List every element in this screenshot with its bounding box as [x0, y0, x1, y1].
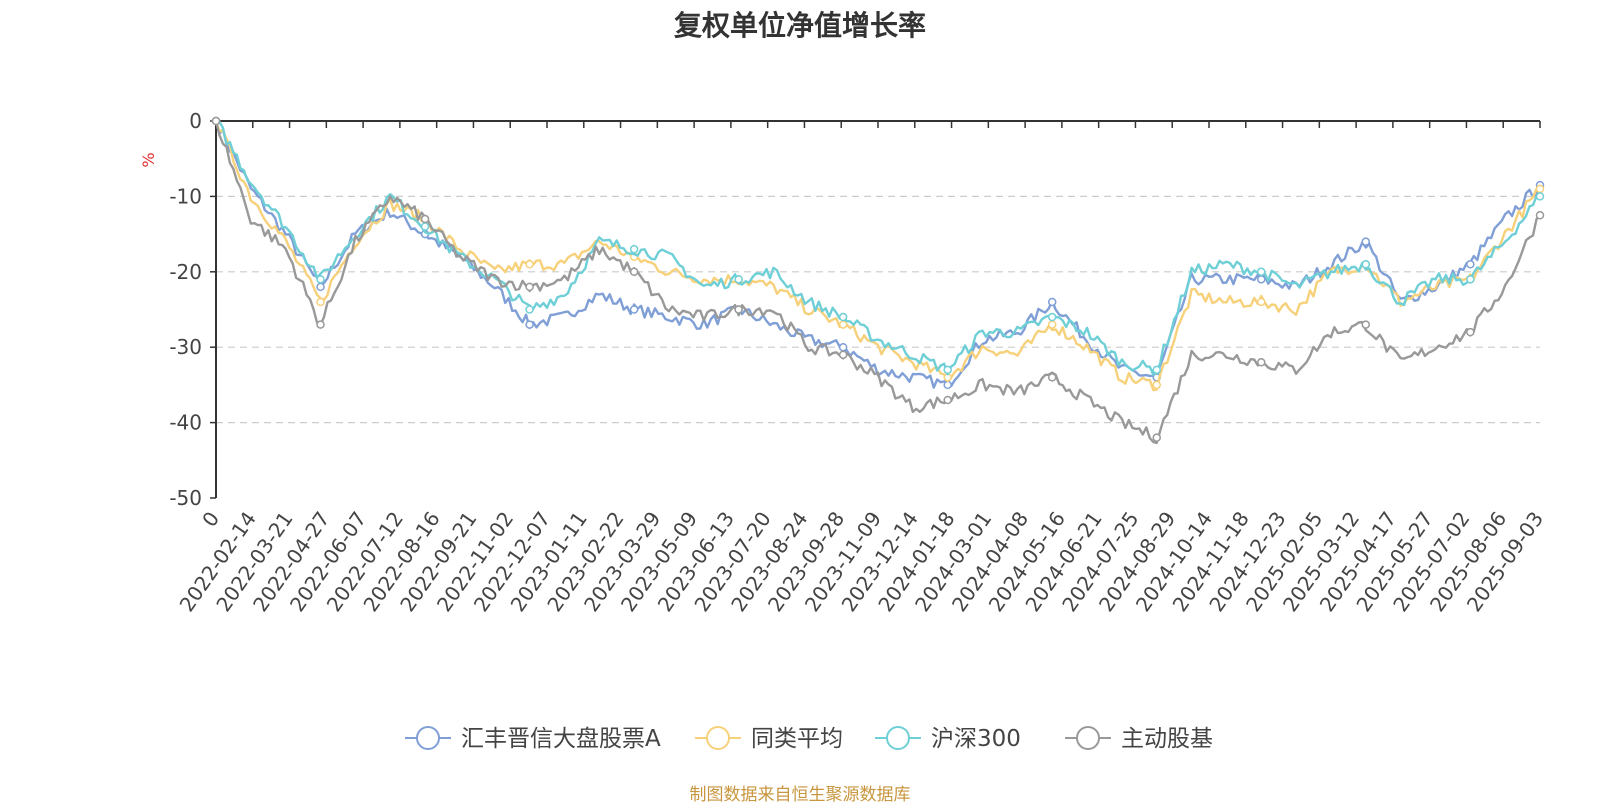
y-tick-label: -50 — [169, 486, 202, 510]
legend-item[interactable]: 沪深300 — [875, 726, 1021, 752]
series-marker — [838, 350, 848, 359]
series-marker — [1535, 192, 1545, 201]
series-marker — [943, 380, 952, 390]
series-marker — [316, 275, 325, 284]
series-layer — [211, 116, 1545, 445]
series-marker — [316, 320, 325, 329]
legend-swatch-circle — [886, 726, 910, 750]
y-tick-label: -40 — [169, 411, 202, 435]
legend-label: 同类平均 — [751, 726, 843, 752]
series-marker — [629, 267, 639, 277]
series-marker — [1152, 433, 1161, 442]
y-tick-label: -20 — [169, 260, 202, 284]
series-marker — [1152, 365, 1161, 375]
series-marker — [1152, 380, 1161, 390]
series-marker — [1047, 373, 1057, 382]
series-marker — [525, 282, 534, 292]
series-marker — [1047, 320, 1057, 329]
series-marker — [1257, 275, 1266, 284]
series-marker — [629, 305, 639, 314]
series-marker — [525, 305, 534, 314]
series-marker — [1257, 358, 1266, 367]
series-marker — [1257, 267, 1266, 277]
legend[interactable]: 汇丰晋信大盘股票A 同类平均 沪深300 主动股基 — [405, 726, 1213, 752]
series-marker — [1047, 312, 1057, 322]
series-marker — [1257, 297, 1266, 307]
series-marker — [1361, 320, 1371, 329]
source-note: 制图数据来自恒生聚源数据库 — [689, 785, 911, 805]
series-line — [214, 120, 1541, 392]
series-marker — [1535, 184, 1545, 194]
axis-layer: 0-10-20-30-40-5002022-02-142022-03-21202… — [169, 109, 1548, 616]
series-marker — [838, 342, 848, 352]
series-marker — [420, 222, 430, 231]
legend-item[interactable]: 同类平均 — [695, 726, 843, 752]
series-marker — [943, 395, 952, 405]
series-marker — [316, 282, 325, 292]
series-marker — [316, 297, 325, 307]
legend-swatch-circle — [416, 726, 440, 750]
legend-swatch-circle — [1076, 726, 1100, 750]
y-tick-label: -10 — [169, 184, 202, 208]
series-marker — [525, 260, 534, 269]
series-marker — [734, 305, 743, 314]
series-line — [214, 120, 1541, 445]
series-marker — [1535, 211, 1545, 220]
chart-title: 复权单位净值增长率 — [673, 9, 926, 42]
series-marker — [211, 116, 221, 126]
legend-item[interactable]: 主动股基 — [1065, 726, 1213, 752]
series-marker — [525, 320, 534, 329]
series-marker — [1361, 260, 1371, 269]
series-marker — [1466, 327, 1475, 337]
series-marker — [420, 214, 430, 224]
legend-label: 沪深300 — [931, 726, 1021, 752]
legend-label: 主动股基 — [1121, 726, 1213, 752]
series-line — [215, 119, 1541, 376]
series-marker — [1466, 275, 1475, 284]
series-marker — [1047, 297, 1057, 307]
series-marker — [838, 320, 848, 329]
grid-layer — [216, 195, 1540, 424]
x-tick-label: 0 — [197, 507, 224, 531]
series-marker — [1466, 260, 1475, 269]
legend-swatch-circle — [706, 726, 730, 750]
y-axis-unit-label: % — [139, 152, 158, 167]
series-marker — [943, 365, 952, 375]
series-marker — [838, 312, 848, 322]
series-marker — [1361, 237, 1371, 246]
legend-item[interactable]: 汇丰晋信大盘股票A — [405, 726, 661, 752]
y-tick-label: -30 — [169, 335, 202, 359]
series-marker — [734, 275, 743, 284]
series-marker — [629, 244, 639, 254]
y-tick-label: 0 — [189, 109, 202, 133]
legend-label: 汇丰晋信大盘股票A — [461, 726, 661, 752]
